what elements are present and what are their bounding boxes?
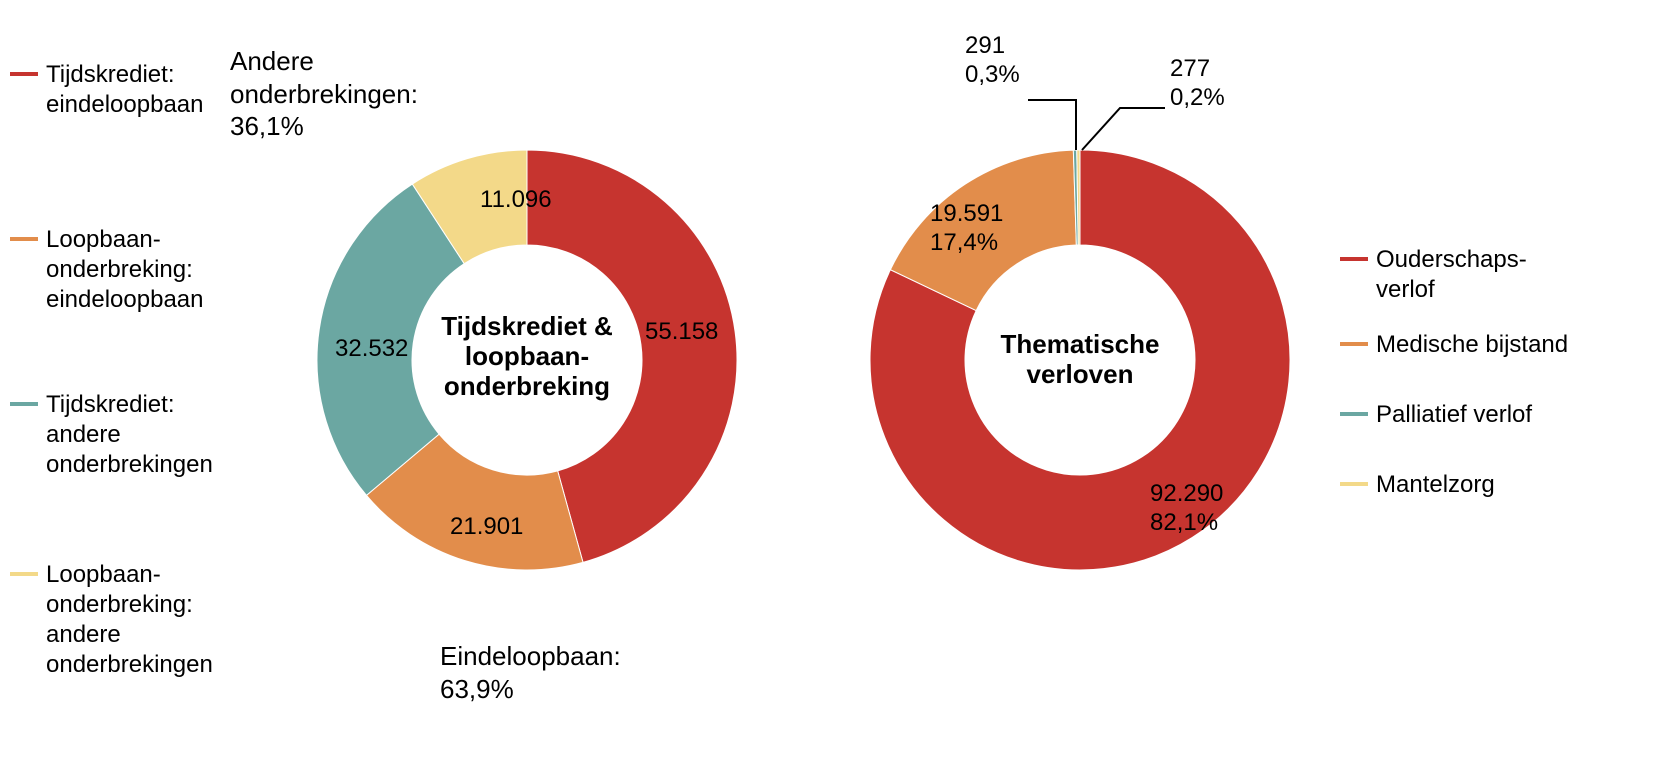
value-label-277: 277 0,2% (1170, 55, 1225, 113)
legend-item-palliatief-verlof: Palliatief verlof (1340, 400, 1640, 430)
legend-chart1: Loopbaan-onderbreking:eindeloopbaan (10, 225, 230, 321)
value: 19.591 (930, 200, 1003, 227)
value: 291 (965, 32, 1005, 59)
value: 277 (1170, 55, 1210, 82)
value-label-19591: 19.591 17,4% (930, 200, 1003, 258)
swatch-yellow (1340, 482, 1368, 486)
value-label-21901: 21.901 (450, 513, 523, 542)
swatch-red (1340, 257, 1368, 261)
legend-chart1: Tijdskrediet:andereonderbrekingen (10, 390, 230, 486)
chart2-title: Thematischeverloven (980, 330, 1180, 390)
pct: 0,2% (1170, 84, 1225, 111)
value-label-291: 291 0,3% (965, 32, 1020, 90)
swatch-teal (10, 402, 38, 406)
legend-chart2: Medische bijstand (1340, 330, 1640, 366)
legend-label: Ouderschaps-verlof (1376, 245, 1527, 305)
pct: 0,3% (965, 61, 1020, 88)
legend-item-tijdskrediet-eindeloopbaan: Tijdskrediet:eindeloopbaan (10, 60, 230, 120)
value-label-92290: 92.290 82,1% (1150, 480, 1223, 538)
legend-item-medische-bijstand: Medische bijstand (1340, 330, 1640, 360)
annotation-eindeloopbaan: Eindeloopbaan:63,9% (440, 640, 700, 705)
legend-item-loopbaan-andere: Loopbaan-onderbreking:andereonderbreking… (10, 560, 230, 680)
swatch-yellow (10, 572, 38, 576)
swatch-teal (1340, 412, 1368, 416)
legend-chart2: Ouderschaps-verlof (1340, 245, 1640, 311)
legend-label: Tijdskrediet:eindeloopbaan (46, 60, 204, 120)
legend-label: Loopbaan-onderbreking:andereonderbreking… (46, 560, 213, 680)
pct: 82,1% (1150, 509, 1218, 536)
value-label-11096: 11.096 (480, 186, 552, 215)
legend-chart2: Mantelzorg (1340, 470, 1640, 506)
value-label-55158: 55.158 (645, 318, 718, 347)
chart-container: Tijdskrediet:eindeloopbaan Loopbaan-onde… (0, 0, 1653, 776)
swatch-orange (10, 237, 38, 241)
value: 92.290 (1150, 480, 1223, 507)
swatch-red (10, 72, 38, 76)
legend-chart1: Loopbaan-onderbreking:andereonderbreking… (10, 560, 230, 686)
pct: 17,4% (930, 229, 998, 256)
legend-chart1: Tijdskrediet:eindeloopbaan (10, 60, 230, 126)
value-label-32532: 32.532 (335, 335, 408, 364)
legend-item-mantelzorg: Mantelzorg (1340, 470, 1640, 500)
legend-label: Loopbaan-onderbreking:eindeloopbaan (46, 225, 204, 315)
legend-label: Palliatief verlof (1376, 400, 1532, 430)
legend-item-ouderschapsverlof: Ouderschaps-verlof (1340, 245, 1640, 305)
legend-item-loopbaan-eindeloopbaan: Loopbaan-onderbreking:eindeloopbaan (10, 225, 230, 315)
annotation-andere: Andereonderbrekingen:36,1% (230, 45, 490, 143)
legend-chart2: Palliatief verlof (1340, 400, 1640, 436)
legend-label: Tijdskrediet:andereonderbrekingen (46, 390, 213, 480)
swatch-orange (1340, 342, 1368, 346)
legend-label: Medische bijstand (1376, 330, 1568, 360)
legend-item-tijdskrediet-andere: Tijdskrediet:andereonderbrekingen (10, 390, 230, 480)
legend-label: Mantelzorg (1376, 470, 1495, 500)
chart1-title: Tijdskrediet &loopbaan-onderbreking (417, 312, 637, 402)
